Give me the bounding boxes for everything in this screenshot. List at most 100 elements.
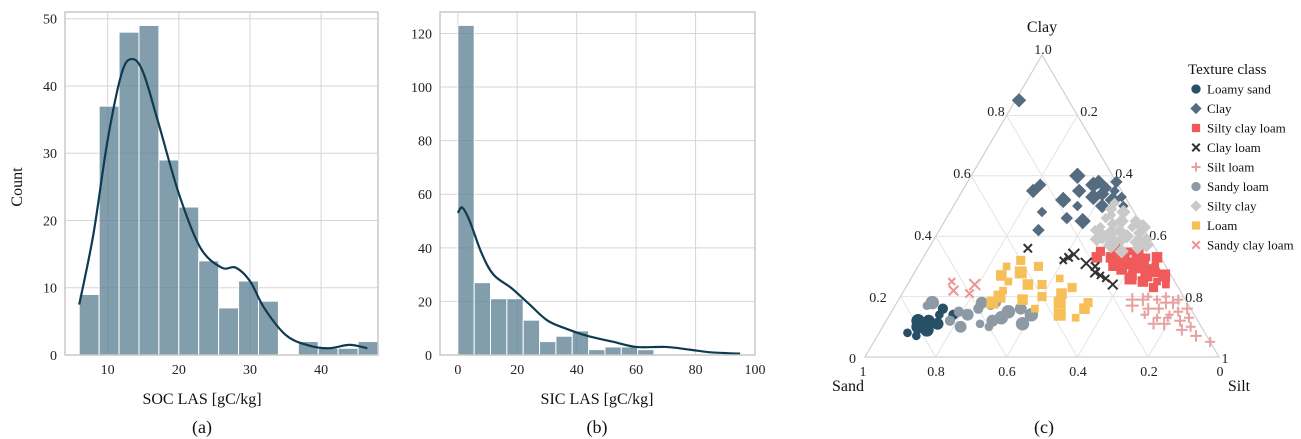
data-point [1002, 262, 1011, 271]
clay-tick-label: 0.2 [869, 291, 887, 306]
data-point [1074, 212, 1091, 230]
panel-label-c: (c) [1034, 417, 1054, 438]
y-tick-label: 10 [43, 282, 57, 297]
xlabel-b: SIC LAS [gC/kg] [541, 391, 654, 408]
data-point [1063, 252, 1074, 263]
data-point [1055, 191, 1072, 209]
data-point [1144, 264, 1156, 275]
clay-tick-label: 1.0 [1034, 43, 1052, 58]
data-point [1080, 257, 1093, 270]
data-point [1142, 253, 1151, 262]
data-point [1158, 269, 1171, 282]
axes-frame [439, 11, 756, 356]
data-point [1032, 223, 1045, 237]
data-point [1113, 223, 1127, 237]
legend-entry: Sandy clay loam [1207, 238, 1294, 253]
data-point [1022, 243, 1033, 254]
data-point [1069, 167, 1086, 184]
y-tick-label: 100 [411, 81, 432, 96]
histogram-bar [78, 293, 100, 356]
silt-tick-label: 0.8 [1185, 291, 1203, 306]
data-point [1085, 176, 1102, 194]
data-point [1162, 280, 1170, 289]
legend-marker [1191, 143, 1201, 152]
legend-entry: Sandy loam [1207, 179, 1269, 194]
data-point [953, 306, 964, 317]
data-point [1176, 324, 1188, 336]
data-point [1152, 295, 1162, 304]
data-point [1091, 174, 1106, 190]
histogram-bar [98, 105, 120, 356]
data-point [1031, 304, 1039, 313]
data-point [1014, 302, 1027, 315]
data-point [1033, 261, 1044, 271]
data-point [1134, 218, 1152, 236]
data-point [1153, 277, 1161, 286]
data-point [1165, 310, 1174, 319]
data-point [1114, 213, 1129, 229]
data-point [1205, 336, 1216, 347]
clay-tick-label: 0.6 [953, 167, 971, 182]
y-tick-label: 30 [43, 147, 57, 162]
data-point [1173, 306, 1184, 317]
data-point [975, 319, 985, 329]
data-point [1131, 242, 1144, 255]
data-point [1034, 178, 1047, 192]
legend-marker [1191, 162, 1201, 172]
histogram-bar [473, 282, 492, 356]
data-point [1190, 330, 1202, 342]
data-point [947, 285, 960, 297]
data-point [964, 288, 975, 299]
data-point [1102, 237, 1120, 254]
data-point [986, 296, 999, 309]
data-point [968, 278, 981, 291]
legend-entry: Silty clay loam [1207, 121, 1286, 136]
sand-tick-label: 0.2 [1140, 365, 1158, 380]
y-tick-label: 40 [43, 80, 57, 95]
data-point [994, 310, 1009, 325]
data-point [1094, 198, 1110, 214]
ternary-grid [863, 53, 1221, 358]
legend-entry: Clay loam [1207, 140, 1261, 155]
series-3 [1022, 243, 1119, 291]
legend-entry: Loamy sand [1207, 82, 1271, 97]
histogram-bar [198, 260, 220, 356]
data-point [1135, 265, 1144, 274]
data-point [1110, 175, 1123, 189]
histogram-bar [158, 159, 180, 356]
data-point [1111, 249, 1122, 260]
clay-tick-label: 0 [849, 352, 856, 367]
data-point [1053, 296, 1066, 309]
silt-tick-label: 1 [1222, 352, 1229, 367]
data-point [1147, 318, 1160, 330]
histogram-bar [604, 346, 622, 356]
data-point [1120, 252, 1130, 262]
data-point [1173, 294, 1184, 305]
data-point [1056, 288, 1067, 299]
data-point [1140, 232, 1153, 246]
data-point [996, 270, 1007, 281]
data-point [1108, 261, 1118, 271]
histogram-bar [637, 349, 655, 356]
data-point [931, 317, 944, 330]
histogram-bar [178, 206, 200, 356]
data-point [1059, 256, 1068, 265]
data-point [1126, 257, 1139, 270]
ternary-right-label: Silt [1228, 378, 1251, 395]
sand-tick-label: 0.6 [998, 365, 1016, 380]
data-point [975, 296, 988, 309]
data-point [1148, 282, 1159, 293]
legend-marker [1191, 240, 1201, 250]
x-tick-label: 60 [629, 363, 643, 378]
data-point [1152, 313, 1162, 322]
data-point [1079, 303, 1090, 314]
histogram-bar [357, 341, 379, 356]
x-tick-label: 80 [689, 363, 703, 378]
series-7 [986, 255, 1093, 322]
data-point [911, 314, 925, 328]
legend-entry: Silty clay [1207, 199, 1257, 214]
data-point [993, 290, 1006, 303]
legend-entry: Silt loam [1207, 160, 1254, 175]
data-point [1140, 269, 1153, 282]
